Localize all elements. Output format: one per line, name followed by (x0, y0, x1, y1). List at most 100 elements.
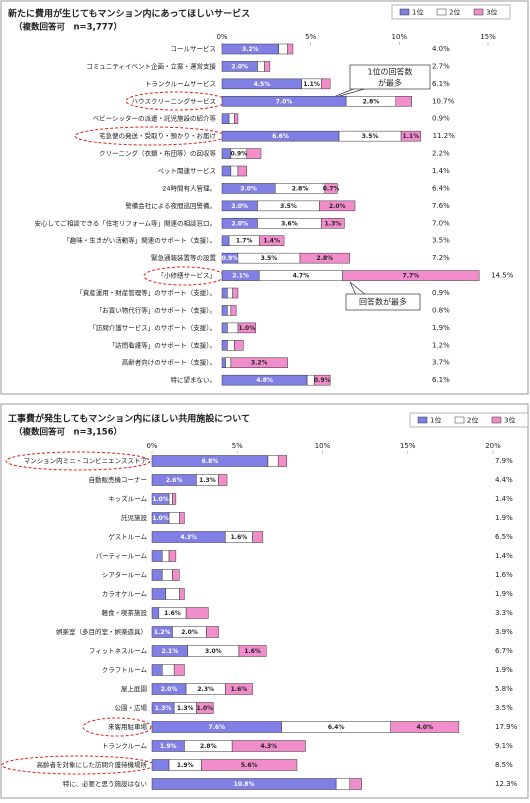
bar-segment (324, 183, 338, 194)
value-label: 2.1% (232, 273, 249, 280)
x-tick-label: 0% (216, 33, 227, 41)
total-label: 0.9% (432, 115, 450, 123)
value-label: 2.0% (161, 686, 178, 693)
value-label: 0.9% (231, 151, 248, 158)
x-tick-label: 5% (232, 442, 243, 450)
bar-segment (185, 607, 209, 619)
category-label: ベビーシッターの派遣・託児施設の紹介等 (93, 114, 217, 123)
bar-segment (225, 357, 232, 368)
bar-segment (349, 778, 362, 790)
value-label: 2.0% (329, 203, 346, 210)
value-label: 2.1% (162, 648, 179, 655)
bar-segment (221, 322, 228, 334)
category-label: 警備会社による夜間巡回警備。 (125, 201, 216, 210)
total-label: 3.5% (495, 704, 513, 712)
legend-label: 1位 (412, 8, 423, 17)
value-label: 7.6% (208, 724, 225, 731)
x-tick-label: 10% (392, 33, 408, 41)
chart-title: 工事費が発生してもマンション内にほしい共用施設について (8, 413, 250, 425)
annotation: 1位の回答数 (367, 67, 412, 77)
x-tick-label: 15% (480, 33, 496, 41)
category-label: クリーニング（衣類・布団等）の回収等 (99, 149, 217, 158)
bar-segment (151, 607, 160, 619)
bar-segment (161, 569, 173, 581)
value-label: 3.5% (362, 133, 379, 140)
bar-segment (225, 683, 253, 695)
value-label: 1.1% (303, 81, 320, 88)
value-label: 3.0% (205, 648, 222, 655)
callout-box (349, 64, 431, 90)
category-label: 緊急通報装置等の設置 (151, 253, 217, 262)
bar-segment (221, 287, 228, 299)
total-label: 4.0% (432, 45, 450, 53)
bar-segment (151, 550, 163, 562)
bar-segment (227, 305, 232, 316)
value-label: 4.7% (293, 273, 310, 280)
value-label: 6.6% (272, 133, 289, 140)
value-label: 3.2% (242, 46, 259, 53)
bar-segment (161, 664, 175, 676)
bar-segment (179, 588, 185, 600)
category-label: 「訪問介護サービス」のサポート（支援）。 (89, 323, 216, 332)
total-label: 1.4% (495, 495, 513, 503)
value-label: 4.5% (254, 81, 271, 88)
category-label: 高齢者を対象にした訪問介護待機場所 (37, 760, 148, 769)
category-label: 自動販売機コーナー (89, 475, 148, 484)
bar-segment (227, 340, 235, 351)
value-label: 1.6% (231, 534, 248, 541)
bar-segment (201, 759, 298, 771)
chart-title: 新たに費用が生じてもマンション内にあってほしいサービス (8, 8, 250, 20)
total-label: 0.8% (432, 306, 450, 314)
category-label: 「小修繕サービス」 (158, 271, 217, 280)
category-label: トランクルームサービス (145, 79, 216, 88)
value-label: 0.9% (314, 377, 331, 384)
value-label: 7.7% (403, 273, 420, 280)
legend-swatch (399, 8, 410, 16)
total-label: 6.1% (432, 80, 450, 88)
chart-subtitle: （複数回答可 n=3,777） (14, 22, 122, 33)
total-label: 12.3% (495, 780, 518, 788)
chart-subtitle: （複数回答可 n=3,156） (14, 427, 122, 438)
bar-segment (227, 322, 239, 334)
bar-segment (168, 512, 180, 524)
category-label: 娯楽室（多目的室・娯楽遊具） (56, 627, 147, 636)
bar-segment (277, 455, 287, 467)
bar-segment (287, 43, 294, 55)
bar-segment (258, 235, 285, 246)
bar-segment (151, 588, 166, 600)
total-label: 1.2% (432, 341, 450, 349)
category-label: トランクルーム (102, 742, 148, 750)
value-label: 2.0% (231, 203, 248, 210)
value-label: 5.6% (241, 762, 258, 769)
value-label: 7.0% (276, 98, 293, 105)
legend-swatch (491, 416, 502, 424)
x-tick-label: 10% (315, 442, 331, 450)
total-label: 14.5% (491, 272, 514, 280)
value-label: 1.9% (177, 762, 194, 769)
bar-segment (173, 664, 185, 676)
value-label: 10.8% (234, 781, 255, 788)
highlight-ellipse (82, 717, 152, 737)
value-label: 0.7% (323, 185, 340, 192)
category-label: カラオケルーム (102, 590, 148, 598)
bar-segment (252, 531, 264, 543)
category-label: 託児施設 (121, 513, 148, 522)
category-label: 24時間有人管理。 (162, 183, 216, 192)
bar-segment (395, 96, 412, 107)
bar-segment (151, 569, 163, 581)
x-tick-label: 0% (146, 442, 157, 450)
category-label: コールサービス (171, 44, 217, 53)
value-label: 2.0% (231, 220, 248, 227)
total-label: 17.9% (495, 723, 518, 731)
legend-label: 1位 (430, 416, 441, 425)
category-label: 「趣味・生きがい活動等」関連のサポート（支援）。 (63, 236, 216, 245)
value-label: 2.8% (200, 743, 217, 750)
callout-box (345, 293, 421, 311)
category-label: 高齢者向けのサポート（支援）。 (122, 358, 216, 367)
total-label: 7.2% (432, 254, 450, 262)
total-label: 1.9% (495, 514, 513, 522)
bar-segment (168, 493, 173, 505)
bar-segment (230, 165, 239, 177)
value-label: 1.0% (239, 325, 256, 332)
